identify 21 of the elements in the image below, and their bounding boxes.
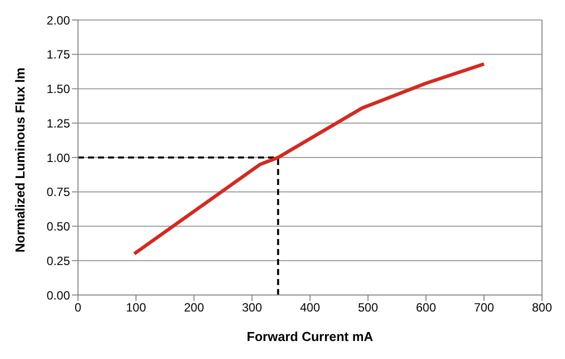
x-axis-title: Forward Current mA [246, 329, 374, 344]
x-tick-label: 300 [242, 300, 262, 315]
y-tick-label: 0.00 [46, 288, 70, 302]
x-tick-label: 100 [126, 300, 146, 315]
y-tick-label: 1.50 [46, 82, 70, 96]
y-tick-label: 1.75 [46, 48, 70, 62]
y-tick-label: 1.00 [46, 150, 70, 165]
y-tick-label: 1.25 [46, 116, 70, 130]
y-tick-label: 0.25 [46, 254, 70, 268]
x-tick-label: 400 [300, 300, 320, 315]
x-tick-label: 800 [532, 300, 552, 315]
y-tick-label: 0.50 [46, 220, 70, 234]
y-tick-label: 0.75 [46, 185, 70, 200]
x-tick-label: 600 [416, 300, 436, 315]
line-series [132, 62, 486, 256]
y-tick-label: 2.00 [46, 13, 70, 28]
x-tick-label: 700 [474, 300, 494, 315]
x-tick-label: 500 [358, 300, 378, 315]
y-axis-title: Normalized Luminous Flux lm [12, 68, 28, 252]
x-tick-label: 0 [74, 300, 82, 315]
x-tick-label: 200 [184, 300, 204, 315]
